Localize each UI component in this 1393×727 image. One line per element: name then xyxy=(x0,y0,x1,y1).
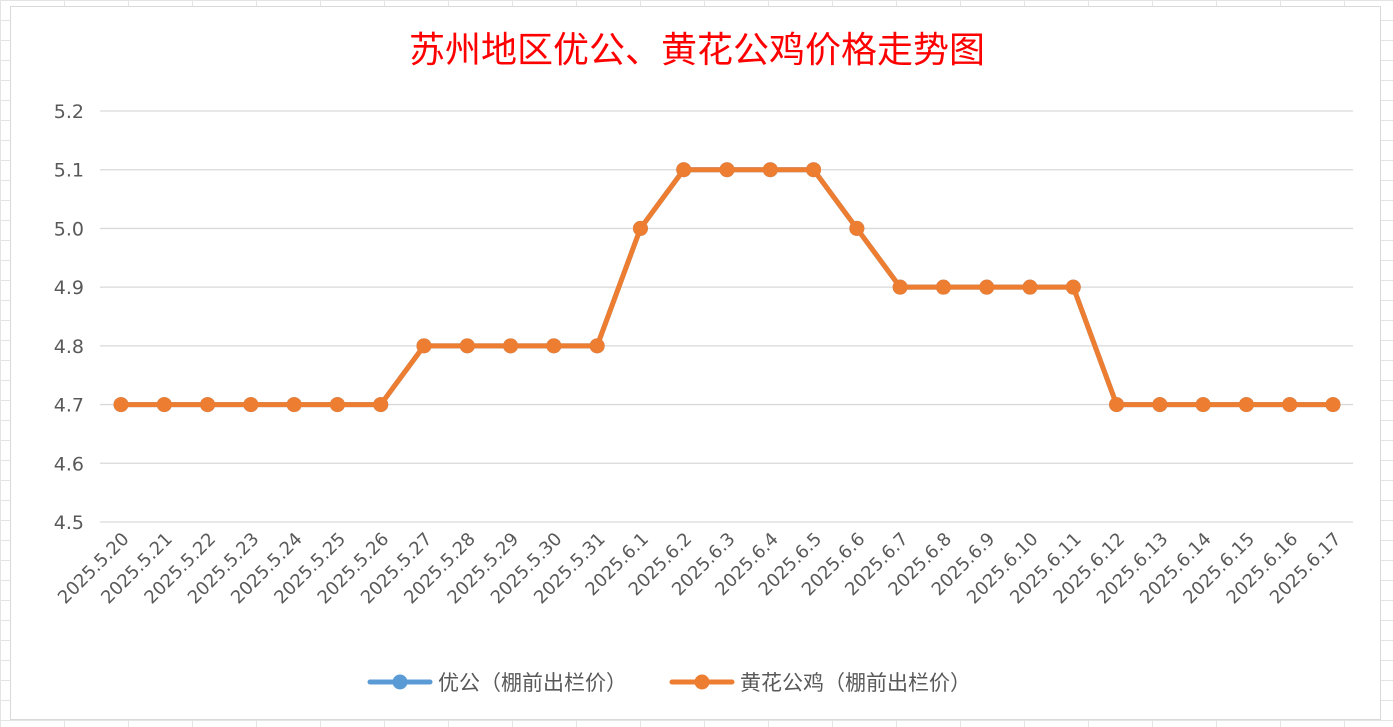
y-tick-label: 5.1 xyxy=(54,160,84,182)
data-point xyxy=(503,338,519,354)
data-point xyxy=(286,397,302,413)
y-tick-label: 5.2 xyxy=(54,101,84,123)
data-point xyxy=(632,220,648,236)
legend-label: 黄花公鸡（棚前出栏价） xyxy=(740,671,971,695)
data-point xyxy=(762,162,778,178)
data-point xyxy=(719,162,735,178)
legend-item-1: 优公（棚前出栏价） xyxy=(367,671,627,695)
series-group xyxy=(113,162,1341,413)
data-point xyxy=(892,279,908,295)
data-point xyxy=(459,338,475,354)
data-point xyxy=(849,220,865,236)
legend-label: 优公（棚前出栏价） xyxy=(438,671,627,695)
data-point xyxy=(806,162,822,178)
data-point xyxy=(416,338,432,354)
legend: 优公（棚前出栏价） 黄花公鸡（棚前出栏价） xyxy=(367,671,971,695)
data-point xyxy=(1282,397,1298,413)
gridlines xyxy=(100,110,1353,523)
data-point xyxy=(156,397,172,413)
y-tick-label: 4.5 xyxy=(54,512,84,534)
legend-marker xyxy=(392,674,408,690)
data-point xyxy=(589,338,605,354)
chart-title: 苏州地区优公、黄花公鸡价格走势图 xyxy=(409,30,985,71)
y-tick-label: 4.9 xyxy=(54,277,84,299)
y-tick-label: 4.7 xyxy=(54,395,84,417)
data-point xyxy=(373,397,389,413)
data-point xyxy=(329,397,345,413)
data-point xyxy=(935,279,951,295)
series-2 xyxy=(113,162,1341,413)
chart-area xyxy=(10,6,1381,720)
x-axis-ticks: 2025.5.202025.5.212025.5.222025.5.232025… xyxy=(54,529,1346,609)
data-point xyxy=(200,397,216,413)
data-point xyxy=(1152,397,1168,413)
data-point xyxy=(1022,279,1038,295)
y-tick-label: 5.0 xyxy=(54,218,84,240)
data-point xyxy=(1238,397,1254,413)
legend-item-2: 黄花公鸡（棚前出栏价） xyxy=(669,671,971,695)
y-axis-ticks: 4.5 4.6 4.7 4.8 4.9 5.0 5.1 5.2 xyxy=(54,101,84,534)
data-point xyxy=(113,397,129,413)
data-point xyxy=(1195,397,1211,413)
data-point xyxy=(243,397,259,413)
y-tick-label: 4.6 xyxy=(54,453,84,475)
data-point xyxy=(1109,397,1125,413)
data-point xyxy=(676,162,692,178)
legend-marker xyxy=(694,674,710,690)
data-point xyxy=(979,279,995,295)
data-point xyxy=(546,338,562,354)
data-point xyxy=(1065,279,1081,295)
y-tick-label: 4.8 xyxy=(54,336,84,358)
data-point xyxy=(1325,397,1341,413)
